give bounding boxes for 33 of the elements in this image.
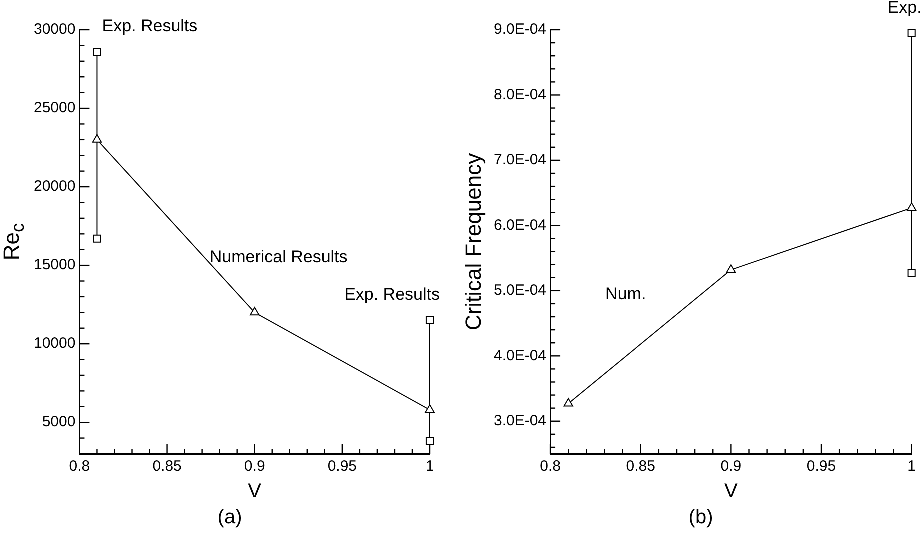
x-tick-label: 0.95 xyxy=(328,458,358,476)
y-tick-label: 25000 xyxy=(34,100,76,117)
text: (a) xyxy=(218,506,242,529)
y-tick-label: 6.0E-04 xyxy=(494,216,547,234)
series-label: Exp. Results xyxy=(344,285,440,304)
x-tick-label: 0.9 xyxy=(244,458,266,476)
y-tick-label: 4.0E-04 xyxy=(494,347,547,364)
y-tick-label: 10000 xyxy=(34,335,76,352)
x-tick-label: 1 xyxy=(908,458,916,476)
x-axis-title: V xyxy=(248,480,262,503)
x-tick-label: 0.9 xyxy=(720,458,742,476)
y-tick-label: 3.0E-04 xyxy=(494,412,547,430)
series-label: Exp. xyxy=(888,0,921,17)
y-tick-label: 8.0E-04 xyxy=(494,86,547,104)
x-tick-label: 0.85 xyxy=(152,458,182,476)
x-tick-label: 1 xyxy=(426,458,434,476)
y-axis-title: Critical Frequency xyxy=(461,153,487,331)
x-axis-title: V xyxy=(724,480,739,503)
y-tick-label: 7.0E-04 xyxy=(494,152,547,169)
series-label: Numerical Results xyxy=(210,247,348,266)
y-tick-label: 20000 xyxy=(34,178,76,196)
series-label: Num. xyxy=(606,284,646,304)
series-label: Exp. Results xyxy=(102,16,198,36)
y-tick-label: 15000 xyxy=(34,256,76,274)
x-tick-label: 0.85 xyxy=(626,458,656,476)
y-tick-label: 30000 xyxy=(34,21,76,38)
y-tick-label: 9.0E-04 xyxy=(494,21,547,38)
x-tick-label: 0.8 xyxy=(540,458,561,476)
text: (b) xyxy=(688,506,714,529)
x-tick-label: 0.8 xyxy=(69,458,90,476)
x-tick-label: 0.95 xyxy=(806,458,836,476)
y-tick-label: 5000 xyxy=(42,414,76,431)
y-tick-label: 5.0E-04 xyxy=(494,282,547,300)
